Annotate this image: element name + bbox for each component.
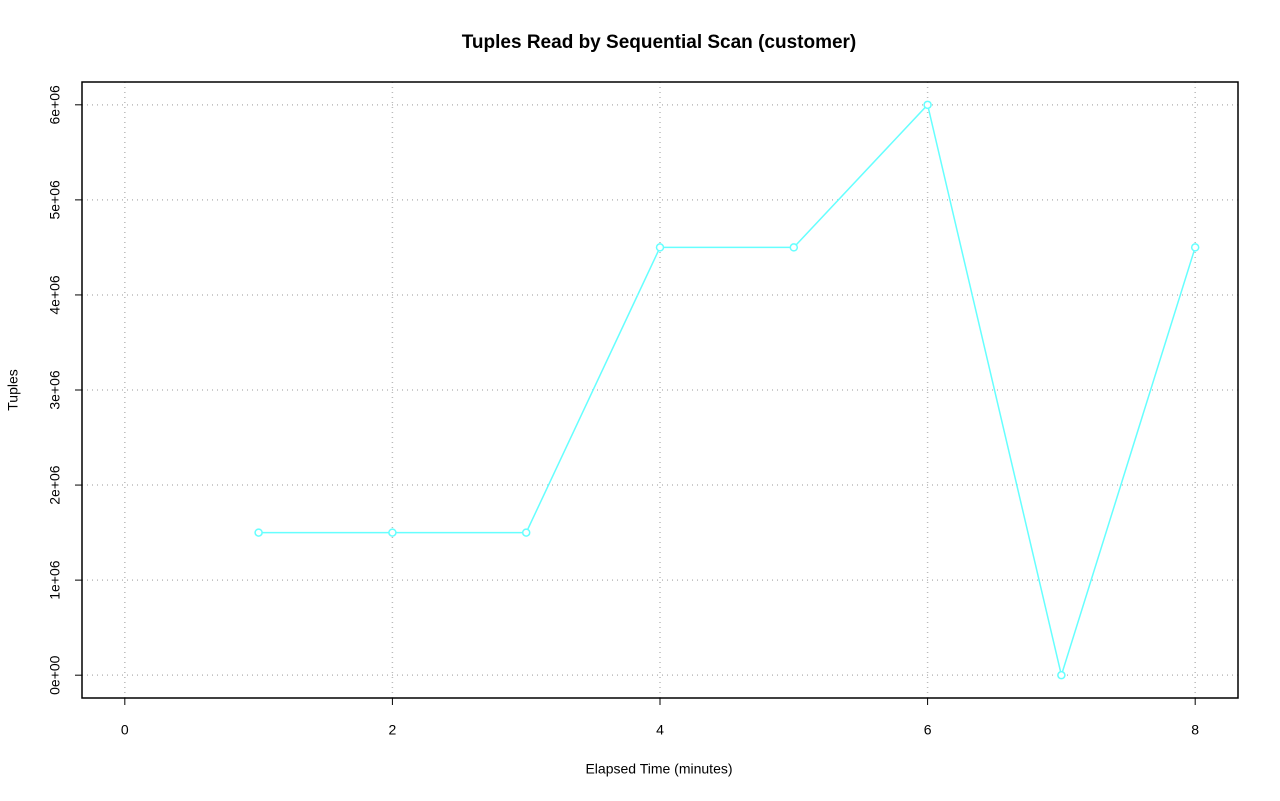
x-axis-label: Elapsed Time (minutes) — [585, 761, 732, 777]
y-tick-label: 6e+06 — [47, 85, 63, 125]
data-point — [789, 243, 799, 252]
data-point — [254, 528, 263, 537]
plot-frame — [81, 81, 1239, 699]
x-tick-label: 2 — [389, 722, 397, 738]
y-tick-label: 2e+06 — [47, 465, 63, 505]
y-tick-label: 4e+06 — [47, 275, 63, 315]
y-tick-label: 3e+06 — [47, 370, 63, 410]
data-point — [388, 528, 397, 537]
chart-title: Tuples Read by Sequential Scan (customer… — [462, 32, 857, 53]
x-tick-label: 8 — [1191, 722, 1199, 738]
y-tick-label: 5e+06 — [47, 180, 63, 220]
data-point — [521, 528, 531, 537]
data-line — [258, 103, 1196, 679]
y-tick-label: 0e+00 — [47, 655, 63, 695]
x-tick-label: 6 — [924, 722, 932, 738]
x-tick-label: 0 — [121, 722, 129, 738]
x-tick-label: 4 — [656, 722, 664, 738]
y-axis-label: Tuples — [5, 369, 21, 411]
data-point — [655, 243, 665, 252]
data-point — [923, 100, 932, 110]
y-tick-label: 1e+06 — [47, 560, 63, 600]
data-point — [1057, 670, 1066, 680]
data-point — [1190, 243, 1200, 252]
